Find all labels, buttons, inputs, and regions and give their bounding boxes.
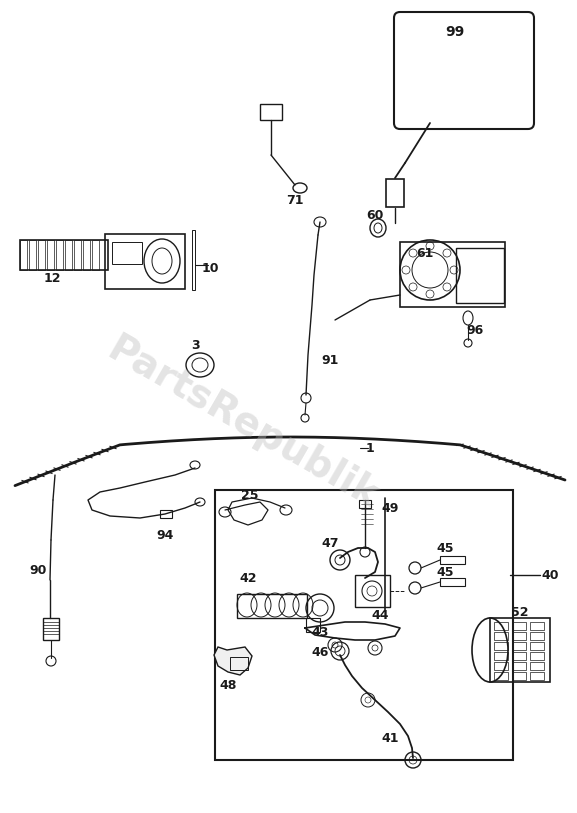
Bar [494, 622, 508, 630]
Text: 61: 61 [417, 246, 434, 259]
Text: 60: 60 [366, 208, 384, 221]
Text: 47: 47 [321, 537, 339, 550]
Bar [512, 672, 526, 680]
Bar [386, 179, 404, 207]
Bar [530, 652, 544, 660]
Text: 49: 49 [381, 502, 399, 515]
Bar [20, 240, 27, 270]
Text: 3: 3 [190, 338, 199, 351]
Bar [160, 510, 172, 518]
Bar [530, 622, 544, 630]
Text: 96: 96 [466, 324, 484, 337]
Bar [440, 578, 465, 586]
Text: 99: 99 [445, 25, 464, 39]
Bar [490, 618, 550, 682]
Bar [105, 234, 185, 289]
Text: 71: 71 [286, 193, 304, 207]
Text: PartsRepublik: PartsRepublik [100, 330, 384, 515]
Text: 44: 44 [371, 608, 389, 621]
Bar [400, 242, 505, 307]
Bar [65, 240, 72, 270]
Bar [512, 622, 526, 630]
Bar [20, 240, 108, 270]
Text: 10: 10 [201, 262, 219, 275]
Bar [494, 642, 508, 650]
Text: 40: 40 [541, 568, 559, 581]
FancyBboxPatch shape [394, 12, 534, 129]
Text: 42: 42 [239, 572, 257, 585]
Bar [230, 657, 248, 670]
Bar [112, 242, 142, 264]
Text: 1: 1 [366, 441, 374, 454]
Bar [530, 642, 544, 650]
Bar [512, 662, 526, 670]
Bar [47, 240, 54, 270]
Text: 91: 91 [321, 354, 339, 367]
Bar [494, 662, 508, 670]
Text: 48: 48 [219, 679, 237, 692]
Bar [456, 248, 504, 303]
Text: 45: 45 [436, 541, 454, 554]
Bar [83, 240, 90, 270]
Text: 43: 43 [312, 625, 329, 638]
Bar [237, 594, 307, 618]
Bar [29, 240, 36, 270]
Bar [359, 500, 371, 508]
Bar [215, 490, 513, 760]
Polygon shape [214, 647, 252, 675]
Bar [512, 632, 526, 640]
Bar [38, 240, 45, 270]
Text: 52: 52 [511, 606, 529, 619]
Text: 25: 25 [241, 489, 258, 502]
Text: 45: 45 [436, 566, 454, 579]
Bar [530, 632, 544, 640]
Bar [260, 104, 282, 120]
Text: 90: 90 [29, 563, 47, 576]
Bar [92, 240, 99, 270]
Bar [306, 618, 320, 632]
Text: 41: 41 [381, 732, 399, 745]
Bar [530, 662, 544, 670]
Bar [494, 672, 508, 680]
Bar [74, 240, 81, 270]
Bar [512, 642, 526, 650]
Bar [355, 575, 390, 607]
Text: 12: 12 [43, 272, 61, 285]
Bar [530, 672, 544, 680]
Text: 46: 46 [312, 646, 329, 659]
Bar [440, 556, 465, 564]
Bar [192, 230, 195, 290]
Bar [494, 632, 508, 640]
Bar [512, 652, 526, 660]
Bar [43, 618, 59, 640]
Bar [494, 652, 508, 660]
Text: 94: 94 [156, 528, 174, 541]
Bar [56, 240, 63, 270]
